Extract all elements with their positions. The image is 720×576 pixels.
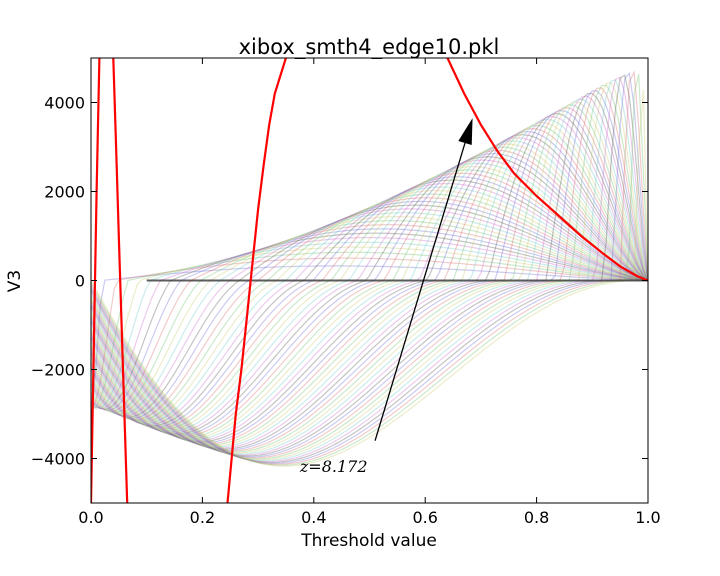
background-curve [91, 115, 648, 449]
background-curve [91, 186, 648, 424]
background-curve [91, 107, 648, 452]
background-curve [91, 104, 648, 453]
y-tick-label: 0 [75, 272, 85, 291]
background-curve [91, 89, 648, 467]
background-curve [91, 162, 648, 433]
background-curve [91, 156, 648, 435]
x-tick-label: 0.2 [190, 508, 215, 527]
highlight-curves [91, 58, 648, 503]
background-curve [91, 93, 648, 457]
x-axis-label: Threshold value [300, 531, 437, 551]
background-curve [91, 84, 648, 460]
background-curve [91, 241, 648, 409]
background-curve [91, 190, 648, 423]
background-curve [91, 134, 648, 443]
highlight-curve [446, 58, 648, 282]
y-axis: −4000 −2000 0 2000 4000 [31, 94, 648, 469]
background-curve [91, 179, 648, 427]
background-curve [91, 101, 648, 454]
background-curve [91, 232, 648, 411]
background-curve [91, 137, 648, 442]
background-curves [91, 70, 648, 467]
background-curve [91, 219, 648, 414]
background-curve [91, 118, 648, 448]
background-curve [91, 228, 648, 411]
background-curve [91, 109, 648, 451]
background-curve [91, 257, 648, 412]
background-curve [91, 140, 648, 441]
y-axis-label: V3 [5, 270, 25, 292]
background-curve [91, 215, 648, 415]
background-curve [91, 76, 648, 463]
background-curve [91, 143, 648, 439]
x-tick-label: 0.4 [301, 508, 326, 527]
background-curve [91, 70, 648, 465]
background-curve [91, 193, 648, 422]
background-curve [91, 74, 648, 466]
background-curve [91, 95, 648, 456]
annotation-arrow [374, 142, 466, 441]
x-tick-label: 1.0 [635, 508, 660, 527]
background-curve [91, 165, 648, 432]
background-curve [91, 90, 648, 458]
background-curve [91, 121, 648, 447]
background-curve [91, 152, 648, 436]
background-curve [91, 197, 648, 421]
background-curve [91, 79, 648, 462]
x-tick-label: 0.8 [524, 508, 549, 527]
y-tick-label: −2000 [31, 361, 85, 380]
background-curve [91, 71, 648, 464]
y-tick-label: 2000 [44, 183, 85, 202]
background-curve [91, 159, 648, 434]
x-tick-label: 0.0 [78, 508, 103, 527]
background-curve [91, 200, 648, 420]
y-tick-label: 4000 [44, 94, 85, 113]
background-curve [91, 224, 648, 412]
background-curve [91, 176, 648, 428]
annotation: z=8.172 [299, 118, 473, 476]
highlight-curve [226, 58, 287, 503]
background-curve [91, 112, 648, 450]
background-curve [91, 146, 648, 438]
background-curve [91, 124, 648, 446]
background-curve [91, 183, 648, 426]
background-curve [91, 98, 648, 455]
background-curve [91, 237, 648, 410]
background-curve [91, 212, 648, 416]
background-curve [91, 265, 648, 415]
background-curve [91, 127, 648, 445]
x-axis: 0.0 0.2 0.4 0.6 0.8 1.0 [78, 58, 661, 527]
x-tick-label: 0.6 [412, 508, 437, 527]
annotation-label: z=8.172 [299, 457, 368, 476]
annotation-arrow-head [458, 118, 473, 145]
chart-title: xibox_smth4_edge10.pkl [239, 35, 500, 60]
background-curve [91, 246, 648, 409]
background-curve [91, 81, 648, 461]
highlight-curve [112, 58, 129, 503]
background-curve [91, 208, 648, 417]
background-curve [91, 251, 648, 411]
background-curve [91, 74, 648, 464]
background-curve [91, 149, 648, 437]
background-curve [91, 130, 648, 444]
y-tick-label: −4000 [31, 450, 85, 469]
background-curve [91, 204, 648, 418]
highlight-curve [91, 58, 101, 503]
background-curve [91, 172, 648, 429]
